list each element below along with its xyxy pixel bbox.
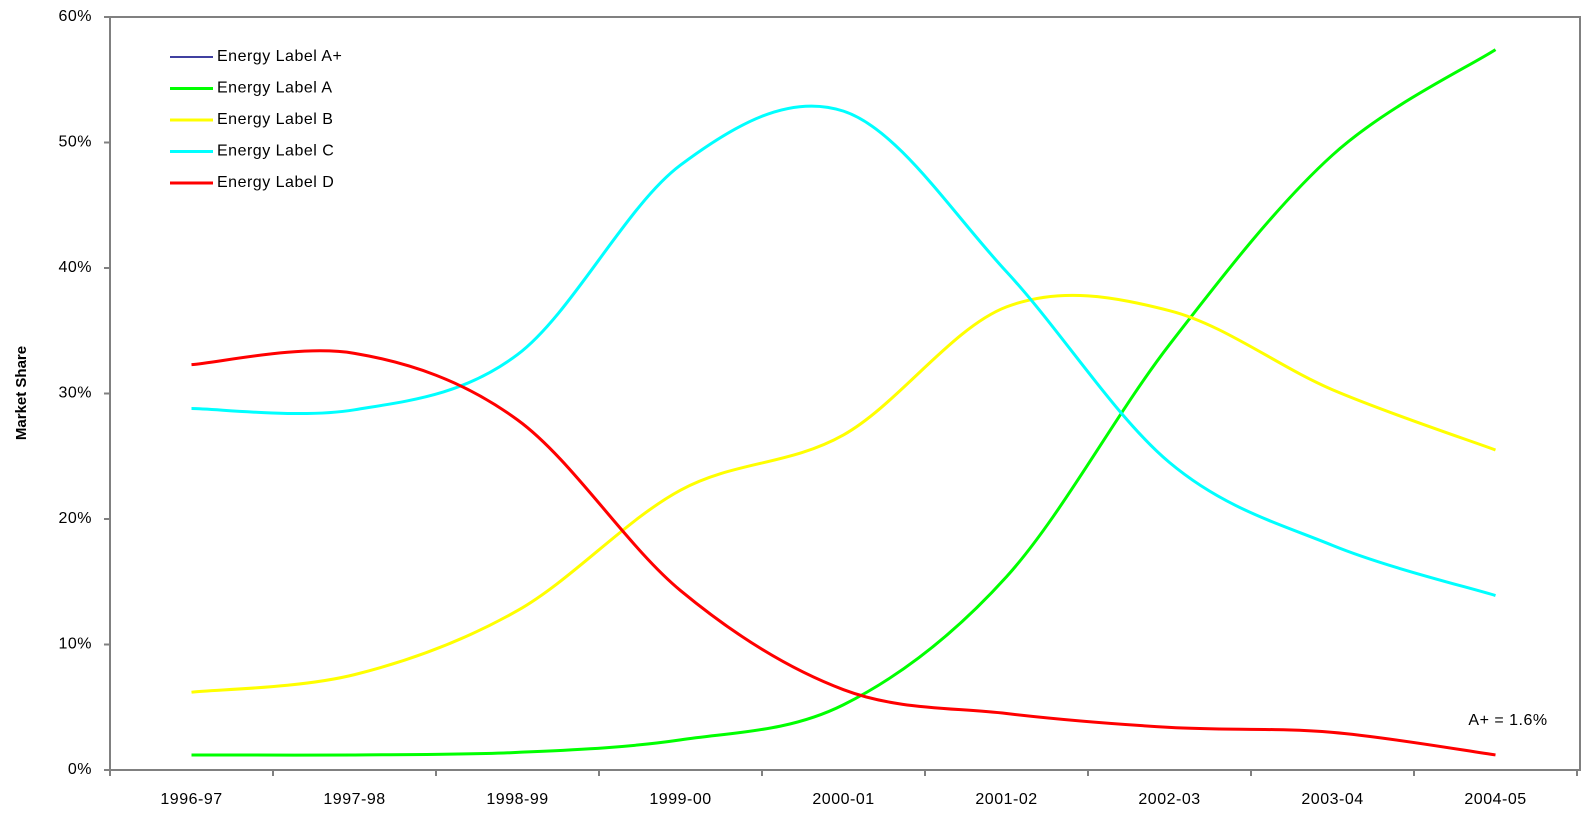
x-tick-label: 2003-04 <box>1301 791 1363 808</box>
y-tick-label: 20% <box>58 510 92 527</box>
x-tick-label: 2002-03 <box>1138 791 1200 808</box>
x-tick-label: 2004-05 <box>1464 791 1526 808</box>
legend-label: Energy Label C <box>217 143 334 160</box>
y-tick-label: 30% <box>58 385 92 402</box>
x-tick-label: 2001-02 <box>975 791 1037 808</box>
y-axis-label: Market Share <box>13 346 30 440</box>
legend-label: Energy Label A <box>217 80 333 97</box>
y-tick-label: 10% <box>58 636 92 653</box>
legend-label: Energy Label B <box>217 111 333 128</box>
series-line <box>191 104 1496 597</box>
y-tick-label: 50% <box>58 134 92 151</box>
x-tick-label: 1997-98 <box>323 791 385 808</box>
y-tick-label: 0% <box>68 761 92 778</box>
x-tick-label: 1996-97 <box>160 791 222 808</box>
legend-label: Energy Label D <box>217 174 334 191</box>
x-tick-label: 2000-01 <box>812 791 874 808</box>
y-tick-label: 60% <box>58 8 92 25</box>
y-tick-label: 40% <box>58 259 92 276</box>
series-line <box>191 349 1496 757</box>
series-line <box>191 293 1497 694</box>
legend-label: Energy Label A+ <box>217 48 342 65</box>
x-tick-label: 1999-00 <box>649 791 711 808</box>
annotation: A+ = 1.6% <box>1468 712 1547 729</box>
x-tick-label: 1998-99 <box>486 791 548 808</box>
series-line <box>191 48 1497 757</box>
plot-frame <box>109 16 1581 771</box>
